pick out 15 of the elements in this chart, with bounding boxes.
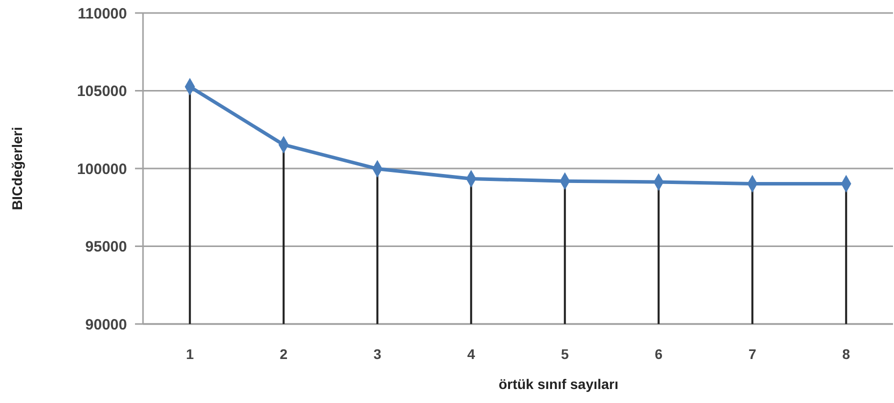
x-axis-title: örtük sınıf sayıları (498, 376, 618, 392)
x-tick-label: 4 (467, 346, 476, 362)
y-tick-label: 105000 (76, 83, 127, 100)
x-tick-label: 8 (842, 346, 850, 362)
y-tick-label: 100000 (76, 160, 127, 178)
y-axis-title: BICdeğerleri (9, 126, 25, 210)
x-tick-label: 6 (654, 346, 663, 362)
x-tick-label: 3 (373, 346, 382, 362)
x-tick-label: 1 (186, 346, 194, 362)
y-tick-label: 95000 (85, 238, 127, 256)
x-tick-label: 5 (560, 346, 569, 362)
x-tick-label: 7 (748, 346, 756, 362)
y-tick-label: 90000 (85, 316, 127, 334)
y-tick-label: 110000 (78, 5, 127, 22)
x-tick-label: 2 (280, 346, 288, 362)
